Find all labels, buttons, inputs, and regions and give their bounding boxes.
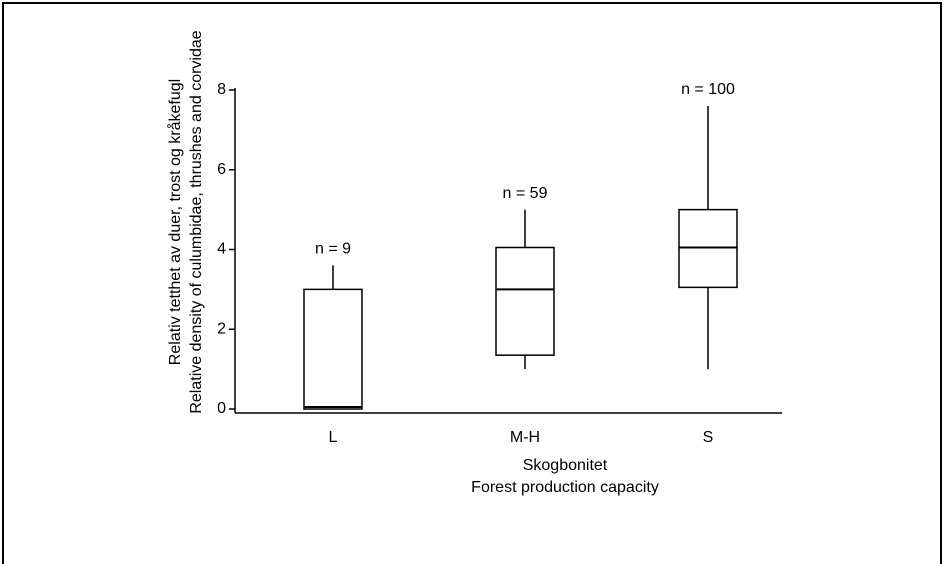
y-tick-label: 0 [217,400,226,417]
x-tick-label: S [703,429,714,446]
box [303,288,363,410]
x-axis-label: Forest production capacity [471,479,659,496]
y-tick-label: 6 [217,161,226,178]
annotation: n = 100 [681,81,735,98]
annotation: n = 9 [315,241,351,258]
box [495,246,555,356]
y-tick-label: 2 [217,320,226,337]
x-tick-label: M-H [510,429,540,446]
annotation: n = 59 [503,185,548,202]
y-tick-label: 4 [217,241,226,258]
x-tick-label: L [329,429,338,446]
y-axis-label: Relativ tetthet av duer, trost og kråkef… [166,79,184,365]
x-axis-label: Skogbonitet [523,457,608,474]
y-tick-label: 8 [217,81,226,98]
y-axis-label: Relative density of culumbidae, thrushes… [188,30,205,413]
